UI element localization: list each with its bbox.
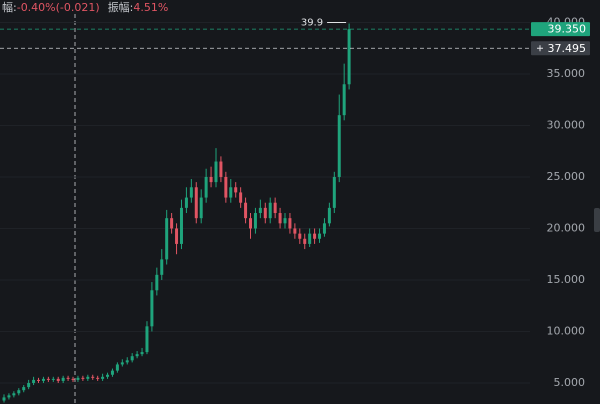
candle-body bbox=[2, 397, 6, 401]
y-tick-label: 15.000 bbox=[547, 273, 586, 286]
candle-body bbox=[120, 362, 124, 365]
header-label: 振幅: bbox=[108, 0, 134, 14]
candle-body bbox=[239, 192, 243, 203]
candle-body bbox=[298, 233, 302, 239]
candle-body bbox=[194, 187, 198, 219]
y-tick-label: 25.000 bbox=[547, 170, 586, 183]
candle-body bbox=[101, 376, 105, 379]
candle-body bbox=[140, 352, 144, 355]
candle-body bbox=[244, 202, 248, 219]
header: 幅: -0.40%(-0.021) 振幅: 4.51% bbox=[2, 0, 168, 14]
candle-body bbox=[125, 360, 129, 363]
y-tick-label: 5.000 bbox=[554, 376, 586, 389]
y-tick-label: 20.000 bbox=[547, 221, 586, 234]
candle-body bbox=[258, 207, 262, 214]
y-tick-label: 30.000 bbox=[547, 118, 586, 131]
candle-body bbox=[135, 354, 139, 357]
candle-body bbox=[303, 238, 307, 244]
header-value: -0.40%(-0.021) bbox=[17, 1, 100, 14]
candle-body bbox=[150, 290, 154, 327]
candle-body bbox=[91, 376, 95, 378]
candle-body bbox=[155, 274, 159, 291]
candle-body bbox=[273, 202, 277, 214]
candle-body bbox=[229, 187, 233, 198]
candle-body bbox=[12, 393, 16, 396]
candle-body bbox=[66, 377, 70, 379]
candle-body bbox=[56, 378, 60, 381]
y-tick-label: 10.000 bbox=[547, 324, 586, 337]
last-price-label: 39.350 bbox=[548, 23, 587, 36]
candle-body bbox=[214, 161, 218, 183]
candle-body bbox=[179, 207, 183, 244]
candle-body bbox=[115, 364, 119, 371]
candle-body bbox=[318, 233, 322, 239]
candle-body bbox=[322, 223, 326, 234]
candle-body bbox=[145, 326, 149, 353]
last-price-tag bbox=[531, 22, 590, 37]
candle-body bbox=[81, 377, 85, 379]
candle-body bbox=[283, 218, 287, 224]
candle-body bbox=[347, 29, 351, 85]
candle-body bbox=[22, 387, 26, 391]
candle-body bbox=[165, 218, 169, 260]
candle-body bbox=[71, 378, 75, 380]
candle-body bbox=[224, 176, 228, 198]
candle-body bbox=[86, 376, 90, 379]
candle-body bbox=[327, 207, 331, 224]
candle-body bbox=[7, 395, 11, 398]
candle-body bbox=[219, 161, 223, 177]
candle-body bbox=[96, 377, 100, 379]
candle-body bbox=[27, 382, 31, 388]
candle-body bbox=[288, 218, 292, 229]
candle-body bbox=[17, 390, 21, 394]
high-marker-label: 39.9 bbox=[301, 17, 323, 28]
candle-body bbox=[332, 176, 336, 208]
header-label: 幅: bbox=[2, 1, 17, 14]
candle-body bbox=[160, 259, 164, 275]
candle-body bbox=[209, 176, 213, 183]
scroll-handle[interactable] bbox=[594, 208, 600, 232]
candle-body bbox=[308, 233, 312, 244]
candle-body bbox=[170, 218, 174, 229]
candle-body bbox=[342, 84, 346, 116]
candle-body bbox=[337, 115, 341, 177]
candle-body bbox=[293, 228, 297, 234]
candle-body bbox=[249, 218, 252, 229]
crosshair-label: 37.495 bbox=[548, 42, 587, 55]
header-value: 4.51% bbox=[133, 1, 168, 14]
candle-body bbox=[184, 197, 188, 208]
candle-body bbox=[41, 378, 45, 381]
candle-body bbox=[234, 187, 238, 193]
crosshair-tag bbox=[531, 41, 590, 56]
candle-body bbox=[130, 356, 134, 361]
y-tick-label: 35.000 bbox=[547, 67, 586, 80]
candle-body bbox=[253, 213, 257, 229]
candle-body bbox=[313, 233, 317, 239]
candle-body bbox=[189, 187, 193, 198]
candle-body bbox=[199, 197, 203, 219]
candle-body bbox=[46, 378, 50, 380]
candle-body bbox=[110, 370, 114, 375]
candle-body bbox=[278, 213, 282, 224]
candle-body bbox=[106, 374, 110, 377]
candle-body bbox=[204, 176, 208, 198]
candle-body bbox=[37, 379, 41, 381]
candle-body bbox=[268, 202, 272, 219]
candle-body bbox=[61, 377, 65, 381]
candle-body bbox=[32, 379, 36, 383]
candle-body bbox=[175, 228, 179, 244]
candle-body bbox=[263, 207, 267, 219]
candle-body bbox=[76, 377, 80, 380]
candle-body bbox=[51, 378, 55, 380]
